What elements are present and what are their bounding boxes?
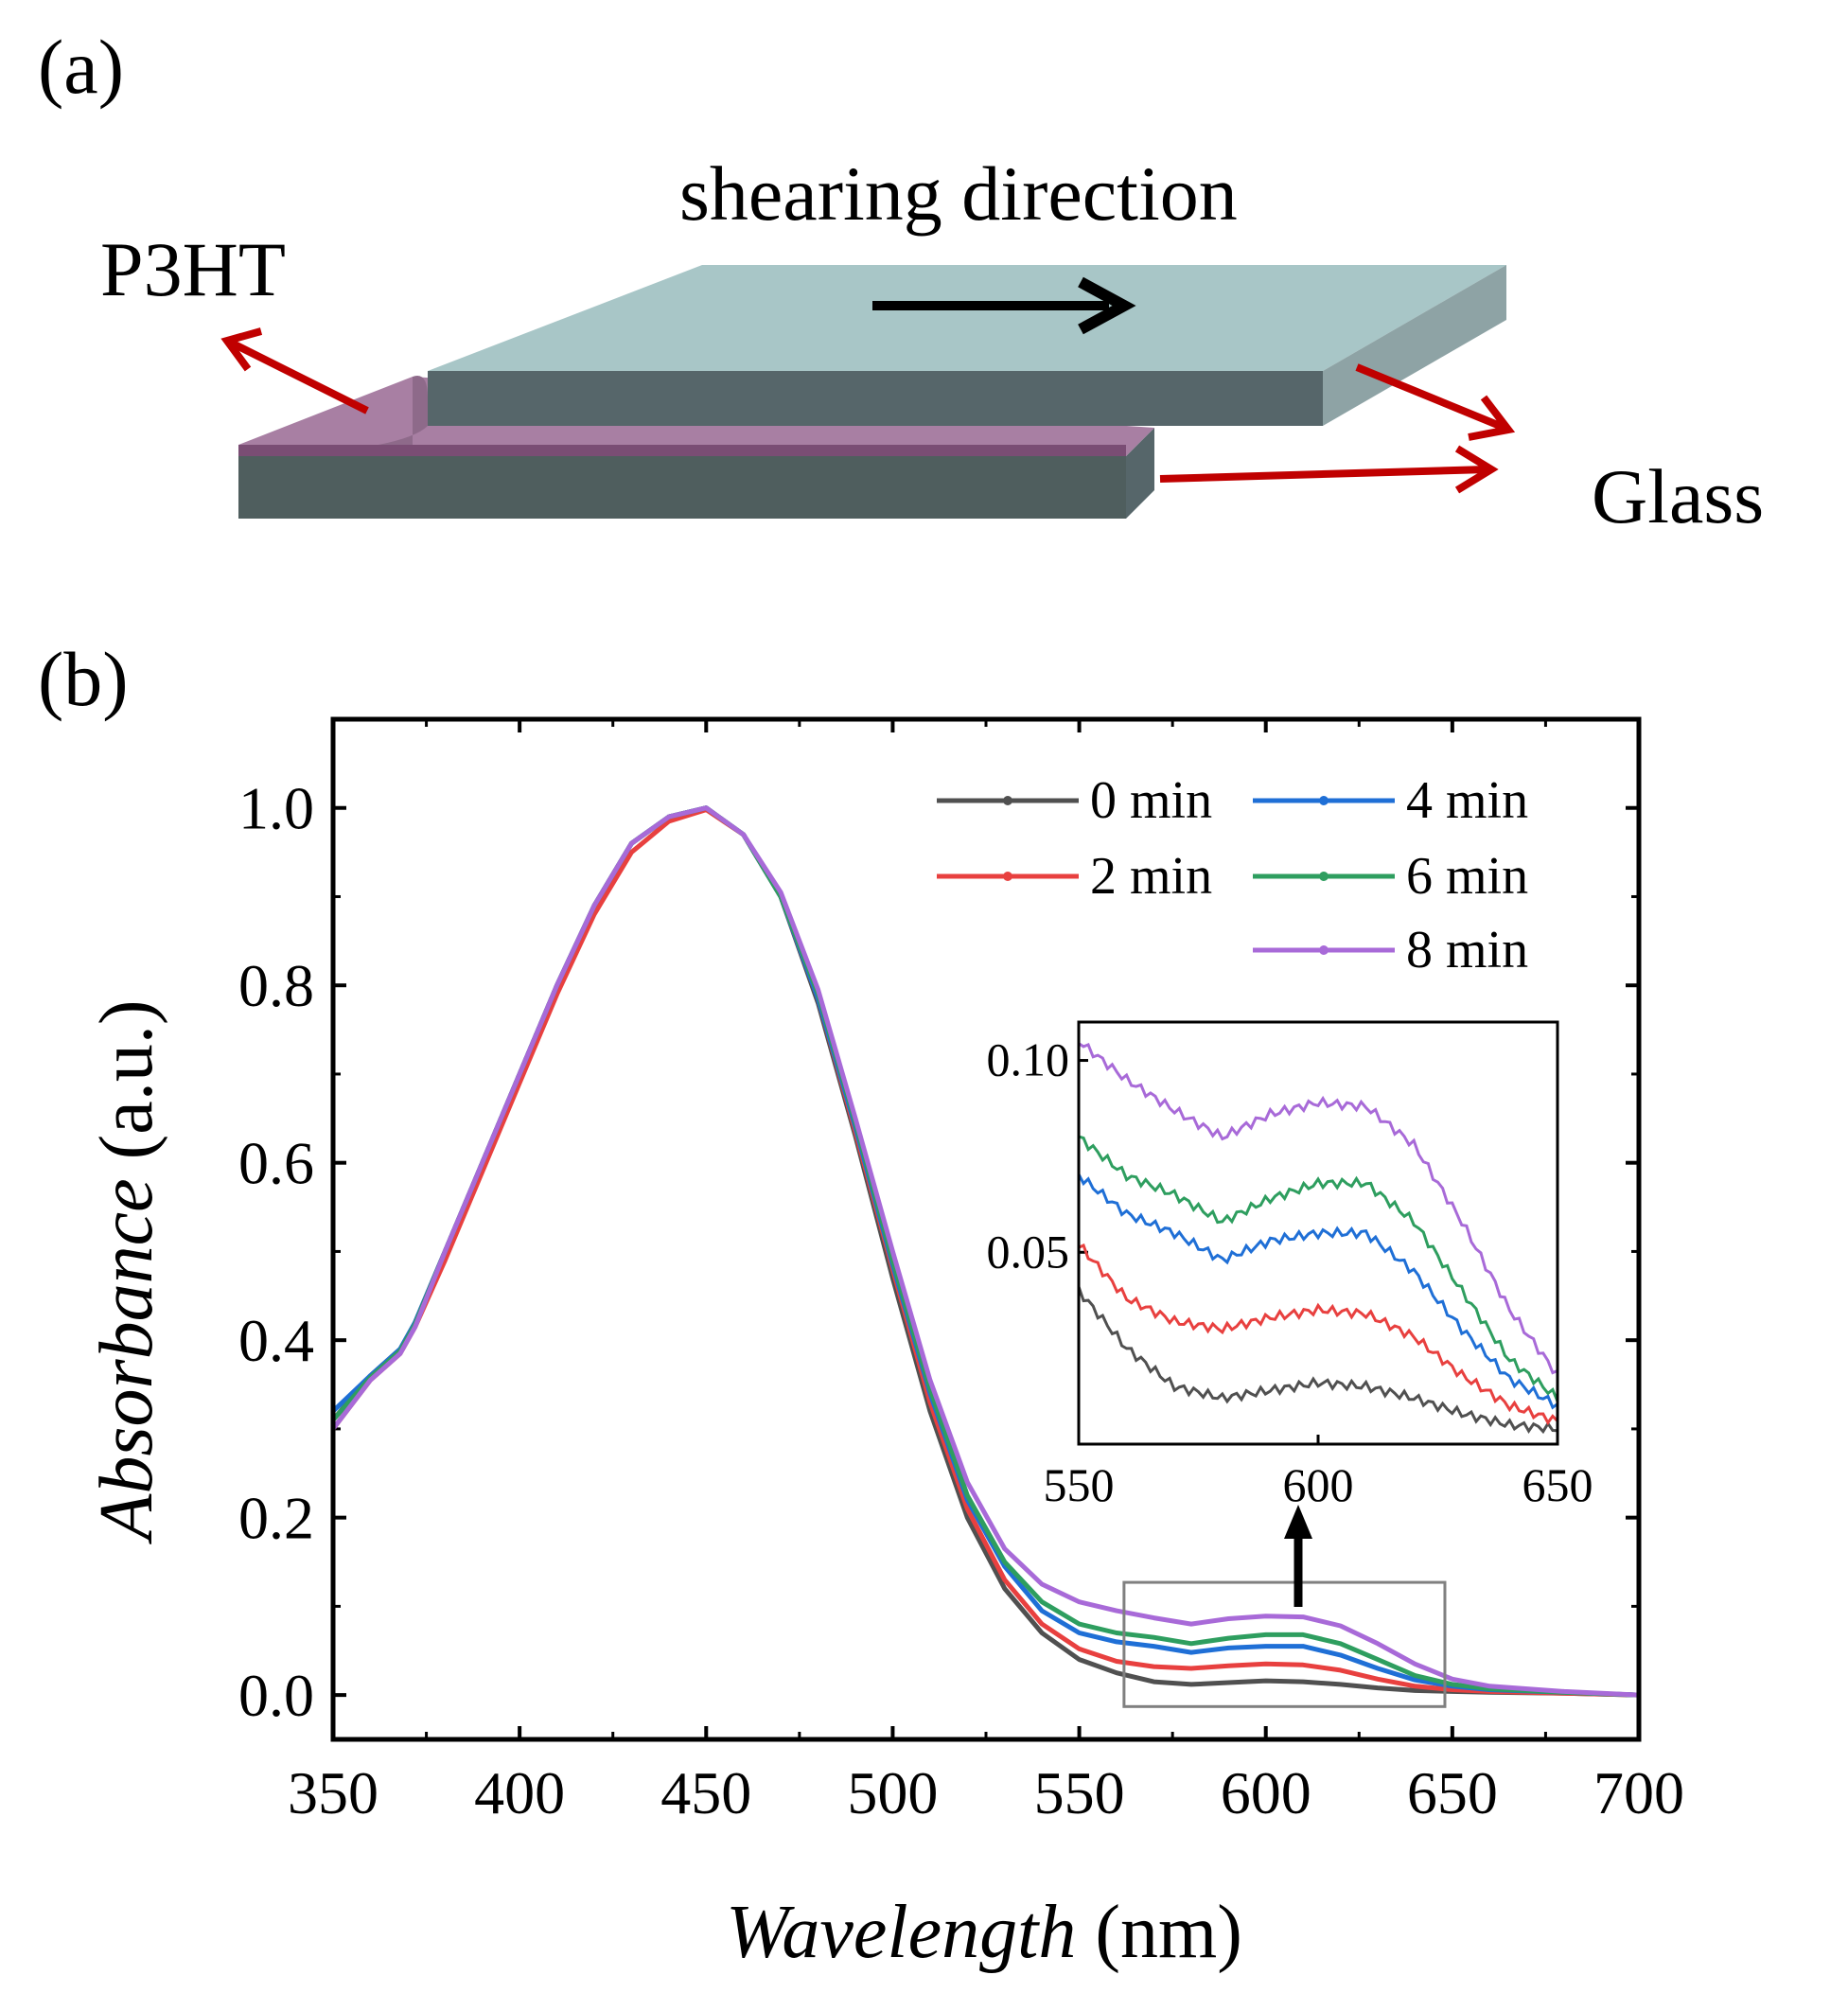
legend-label-0-min: 0 min: [1090, 771, 1212, 830]
legend-label-8-min: 8 min: [1406, 921, 1528, 979]
inset-x-tick-label-550: 550: [1044, 1458, 1115, 1511]
legend-item-8-min: 8 min: [1253, 921, 1528, 979]
legend-label-6-min: 6 min: [1406, 847, 1528, 906]
shearing-direction-label: shearing direction: [679, 150, 1238, 237]
series-line-8-min: [331, 805, 1640, 1698]
inset-series-line-2-min: [1079, 1243, 1558, 1426]
p3ht-pointer-arrow: [220, 327, 369, 414]
shearing-arrow: [872, 276, 1136, 335]
inset-y-tick-label-0.05: 0.05: [987, 1225, 1070, 1278]
panel-a-label: (a): [38, 24, 124, 110]
x-tick-label-450: 450: [660, 1759, 751, 1826]
p3ht-label: P3HT: [100, 226, 286, 312]
glass-pointer-arrow-upper: [1355, 363, 1516, 441]
x-axis-title: Wavelength (nm): [726, 1891, 1242, 1974]
y-tick-label-0.8: 0.8: [238, 952, 314, 1019]
legend-label-4-min: 4 min: [1406, 771, 1528, 830]
zoom-window: [1122, 1580, 1447, 1708]
top-glass-slide: [378, 265, 1506, 445]
y-axis-title: Absorbance (a.u.): [85, 1000, 168, 1545]
panel-a: (a) shearing direction P3HT Glass: [38, 24, 1764, 539]
top-glass-top-face: [428, 265, 1506, 371]
y-tick-label-1.0: 1.0: [238, 775, 314, 842]
inset-series-line-8-min: [1079, 1038, 1558, 1375]
y-tick-label-0.2: 0.2: [238, 1485, 314, 1552]
x-tick-label-600: 600: [1221, 1759, 1311, 1826]
glass-label: Glass: [1592, 453, 1764, 539]
y-tick-label-0.0: 0.0: [238, 1662, 314, 1729]
inset-series-line-4-min: [1079, 1171, 1558, 1410]
top-glass-front-face: [428, 371, 1323, 426]
inset-y-tick-label-0.10: 0.10: [987, 1033, 1070, 1086]
panel-b-label: (b): [38, 636, 129, 722]
inset-series-line-0-min: [1079, 1284, 1558, 1435]
bottom-glass-slide: [238, 428, 1154, 519]
p3ht-film-edge: [238, 445, 1126, 456]
x-tick-label-400: 400: [474, 1759, 565, 1826]
x-tick-label-500: 500: [847, 1759, 938, 1826]
legend-label-2-min: 2 min: [1090, 847, 1212, 906]
inset-x-tick-label-600: 600: [1283, 1458, 1354, 1511]
main-plot-lines: [331, 805, 1640, 1698]
y-tick-label-0.6: 0.6: [238, 1130, 314, 1197]
legend-item-6-min: 6 min: [1253, 847, 1528, 906]
legend: 0 min 4 min 2 min 6 min 8 min: [937, 771, 1528, 979]
main-plot-frame: [330, 716, 1642, 1742]
x-tick-label-650: 650: [1407, 1759, 1498, 1826]
x-tick-label-550: 550: [1034, 1759, 1125, 1826]
bottom-glass-front-face: [238, 456, 1126, 519]
zoom-arrow: [1284, 1505, 1312, 1607]
panel-b: (b) Absorbance (a.u.) Wavelength (nm) 35…: [38, 636, 1684, 1974]
inset-plot-lines: [1079, 1038, 1558, 1435]
main-axis-ticks: 350 400 450 500 550 600 650 700 0.0 0.2 0.4 0.6 0.8 1…: [238, 719, 1684, 1826]
y-tick-label-0.4: 0.4: [238, 1307, 314, 1374]
glass-pointer-arrow-lower: [1159, 445, 1499, 494]
top-glass-right-side: [1323, 265, 1506, 426]
bottom-glass-right-side: [1126, 428, 1154, 519]
legend-item-4-min: 4 min: [1253, 771, 1528, 830]
inset-x-tick-label-650: 650: [1522, 1458, 1593, 1511]
x-tick-label-700: 700: [1593, 1759, 1684, 1826]
legend-item-0-min: 0 min: [937, 771, 1212, 830]
inset-plot-frame: [1077, 1020, 1559, 1446]
inset-series-line-6-min: [1079, 1134, 1558, 1403]
top-glass-film-meniscus: [378, 375, 428, 445]
series-line-2-min: [331, 807, 1640, 1698]
legend-item-2-min: 2 min: [937, 847, 1212, 906]
x-tick-label-350: 350: [288, 1759, 378, 1826]
